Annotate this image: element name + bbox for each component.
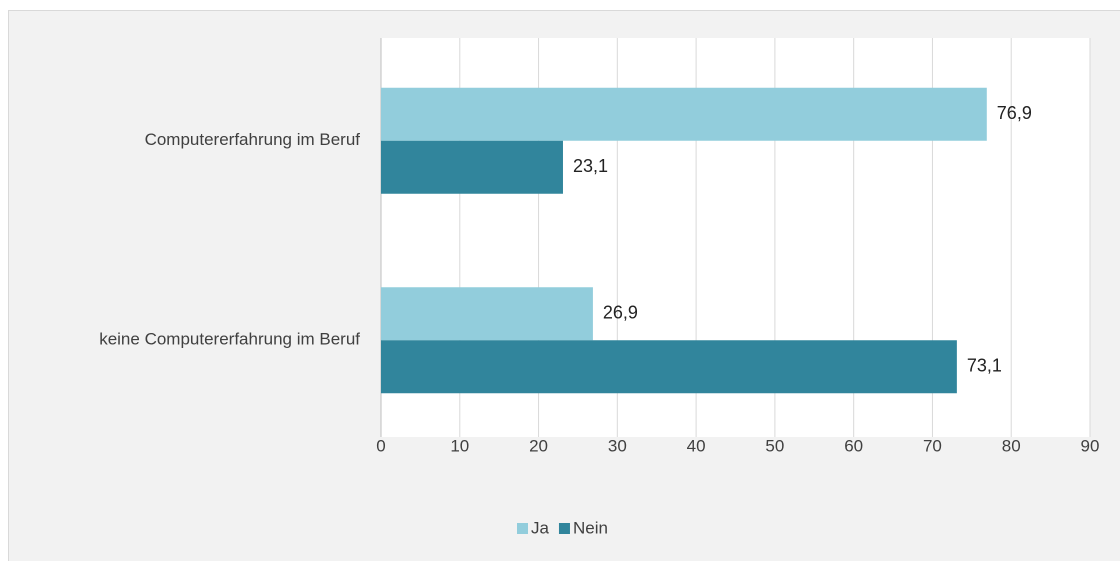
data-label: 76,9 [997,103,1032,123]
x-tick-label: 20 [529,436,548,455]
bar [381,340,957,394]
x-tick-label: 30 [608,436,627,455]
legend-label: Ja [531,518,550,537]
data-label: 26,9 [603,303,638,323]
x-tick-label: 50 [765,436,784,455]
bar [381,87,987,141]
x-tick-label: 60 [844,436,863,455]
x-tick-label: 0 [376,436,385,455]
bar [381,140,563,194]
legend-swatch [517,523,528,534]
legend-label: Nein [573,518,608,537]
y-tick-label: Computererfahrung im Beruf [145,130,361,149]
x-tick-label: 70 [923,436,942,455]
bar [381,287,593,341]
x-tick-label: 40 [687,436,706,455]
y-tick-label: keine Computererfahrung im Beruf [99,330,360,349]
data-label: 73,1 [967,356,1002,376]
x-tick-label: 10 [450,436,469,455]
x-tick-label: 90 [1081,436,1100,455]
data-label: 23,1 [573,156,608,176]
x-tick-label: 80 [1002,436,1021,455]
legend-swatch [558,523,570,534]
